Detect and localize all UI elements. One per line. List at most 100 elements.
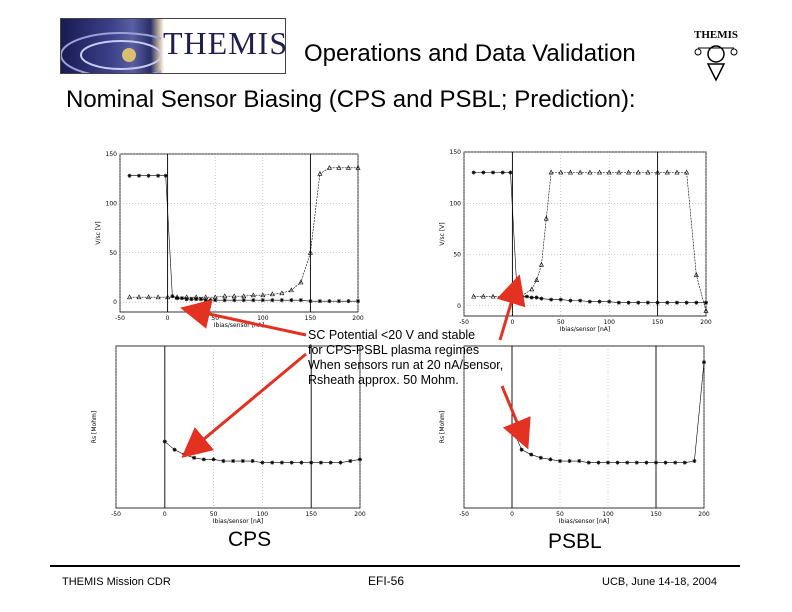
data-point (203, 294, 209, 300)
data-point (137, 173, 142, 178)
cps-resistance-chart: -50 0 50 100 150 200 Ibias/sensor [nA] Rs [Mohm… (91, 345, 366, 525)
data-point (480, 293, 486, 299)
data-point (231, 459, 236, 464)
themis-logo-icon: THEMIS (694, 29, 738, 82)
data-point (578, 298, 583, 303)
data-point (694, 300, 699, 305)
data-point (211, 457, 216, 462)
data-point (127, 294, 133, 300)
data-point (597, 299, 602, 304)
data-point (288, 287, 294, 293)
data-point (260, 460, 265, 465)
x-tick-label: 100 (603, 319, 615, 326)
data-point (692, 459, 697, 464)
psbl-potential-chart: -50 0 50 100 150 200 0 50 100 150 Ibias/sensor [nA… (439, 149, 712, 332)
data-point (308, 299, 313, 304)
x-tick-label: 100 (602, 511, 614, 518)
slide-title: Operations and Data Validation (304, 40, 636, 67)
data-point (543, 215, 549, 221)
data-point (326, 164, 332, 170)
data-point (626, 300, 631, 305)
data-point (336, 164, 342, 170)
x-axis-label: Ibias/sensor [nA] (214, 322, 264, 329)
footer-divider (50, 565, 740, 567)
x-tick-label: -50 (115, 315, 125, 322)
y-axis-label: V/sc [V] (439, 222, 446, 245)
data-point (515, 293, 520, 298)
data-point (519, 447, 524, 452)
y-tick-label: 50 (453, 252, 461, 259)
plot-frame (463, 151, 707, 317)
x-tick-label: 0 (510, 319, 514, 326)
data-point (279, 298, 284, 303)
plot-frame (119, 153, 359, 313)
data-point (577, 169, 583, 175)
data-point (307, 249, 313, 255)
data-point (548, 457, 553, 462)
data-point (146, 173, 151, 178)
data-point (250, 292, 256, 298)
cps-potential-plot: -50 0 50 100 150 200 0 50 100 150 Ibias/sensor [nA… (86, 140, 378, 332)
data-point (309, 460, 314, 465)
data-point (189, 297, 194, 302)
data-point (201, 457, 206, 462)
data-point (328, 460, 333, 465)
data-point (490, 293, 496, 299)
x-tick-label: 200 (352, 315, 364, 322)
data-point (356, 299, 360, 304)
data-point (625, 460, 630, 465)
data-point (241, 293, 247, 299)
data-point (289, 298, 294, 303)
data-point (317, 170, 323, 176)
data-point (529, 286, 535, 292)
x-axis-label: Ibias/sensor [nA] (560, 326, 610, 332)
data-point (289, 460, 294, 465)
series-line (473, 172, 707, 311)
x-tick-label: 100 (257, 315, 269, 322)
data-point (538, 261, 544, 267)
x-tick-label: 200 (700, 319, 712, 326)
cps-potential-chart: -50 0 50 100 150 200 0 50 100 150 Ibias/sensor [nA… (95, 151, 364, 329)
data-point (222, 298, 227, 303)
data-point (524, 294, 529, 299)
data-point (318, 460, 323, 465)
data-point (270, 298, 275, 303)
data-point (471, 293, 477, 299)
data-point (156, 173, 161, 178)
y-axis-label: Rs [Mohm] (439, 411, 446, 443)
data-point (539, 296, 544, 301)
x-tick-label: 150 (305, 315, 317, 322)
x-tick-label: 50 (557, 319, 565, 326)
data-point (626, 169, 632, 175)
data-point (298, 298, 303, 303)
data-point (279, 460, 284, 465)
data-point (673, 460, 678, 465)
data-point (674, 169, 680, 175)
data-point (644, 460, 649, 465)
data-point (682, 460, 687, 465)
data-point (597, 169, 603, 175)
x-tick-label: -50 (459, 511, 469, 518)
data-point (146, 294, 152, 300)
data-point (577, 459, 582, 464)
footer-page-number: EFI-56 (368, 574, 405, 588)
data-point (567, 459, 572, 464)
x-tick-label: 50 (556, 511, 564, 518)
data-point (136, 294, 142, 300)
data-point (345, 164, 351, 170)
data-point (222, 293, 228, 299)
data-point (663, 460, 668, 465)
data-point (549, 297, 554, 302)
banner-title: THEMIS (163, 25, 286, 61)
data-point (558, 459, 562, 464)
data-point (260, 298, 265, 303)
x-tick-label: 150 (305, 511, 317, 518)
data-point (170, 294, 175, 299)
data-point (182, 452, 187, 457)
data-point (587, 299, 592, 304)
data-point (163, 173, 168, 178)
data-point (665, 300, 670, 305)
x-tick-label: 100 (257, 511, 269, 518)
data-point (471, 170, 476, 175)
data-point (635, 169, 641, 175)
